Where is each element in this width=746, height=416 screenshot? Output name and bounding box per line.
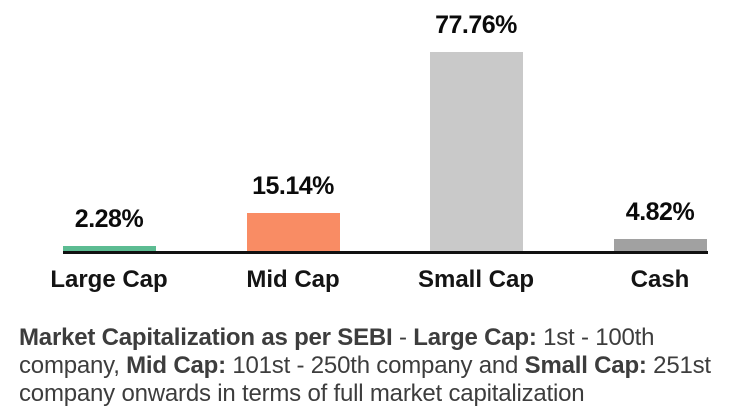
- bar-group-small-cap: 77.76%: [384, 12, 568, 252]
- x-axis-line: [63, 251, 708, 254]
- footnote-segment: 101st - 250th company and: [225, 352, 525, 379]
- category-label-cash: Cash: [630, 266, 690, 293]
- bar-group-large-cap: 2.28%: [17, 206, 201, 252]
- bar-value-label-large-cap: 2.28%: [74, 204, 144, 233]
- footnote-segment: 1st - 100th: [536, 324, 655, 351]
- footnote-segment: Small Cap:: [524, 352, 647, 379]
- bar-cash: [613, 239, 707, 252]
- footnote-segment: Mid Cap:: [126, 352, 226, 379]
- footnote-line: company, Mid Cap: 101st - 250th company …: [19, 352, 746, 380]
- bar-group-mid-cap: 15.14%: [201, 173, 385, 252]
- footnote-segment: company onwards in terms of full market …: [19, 380, 585, 407]
- bar-value-label-cash: 4.82%: [625, 198, 695, 227]
- bar-small-cap: [429, 51, 523, 252]
- bar-value-label-small-cap: 77.76%: [435, 10, 517, 39]
- sebi-definition-footnote: Market Capitalization as per SEBI - Larg…: [19, 324, 746, 408]
- category-label-small-cap: Small Cap: [417, 266, 535, 293]
- footnote-segment: Large Cap:: [413, 324, 537, 351]
- bar-large-cap: [62, 245, 156, 252]
- bar-group-cash: 4.82%: [568, 198, 746, 252]
- footnote-segment: Market Capitalization as per SEBI: [19, 324, 393, 351]
- bar-value-label-mid-cap: 15.14%: [252, 171, 334, 200]
- footnote-segment: 251st: [646, 352, 711, 379]
- footnote-line: Market Capitalization as per SEBI - Larg…: [19, 324, 746, 352]
- footnote-segment: -: [392, 324, 414, 351]
- footnote-segment: company,: [19, 352, 127, 379]
- footnote-line: company onwards in terms of full market …: [19, 380, 746, 408]
- category-label-large-cap: Large Cap: [50, 266, 168, 293]
- bar-mid-cap: [246, 212, 340, 252]
- category-label-mid-cap: Mid Cap: [246, 266, 340, 293]
